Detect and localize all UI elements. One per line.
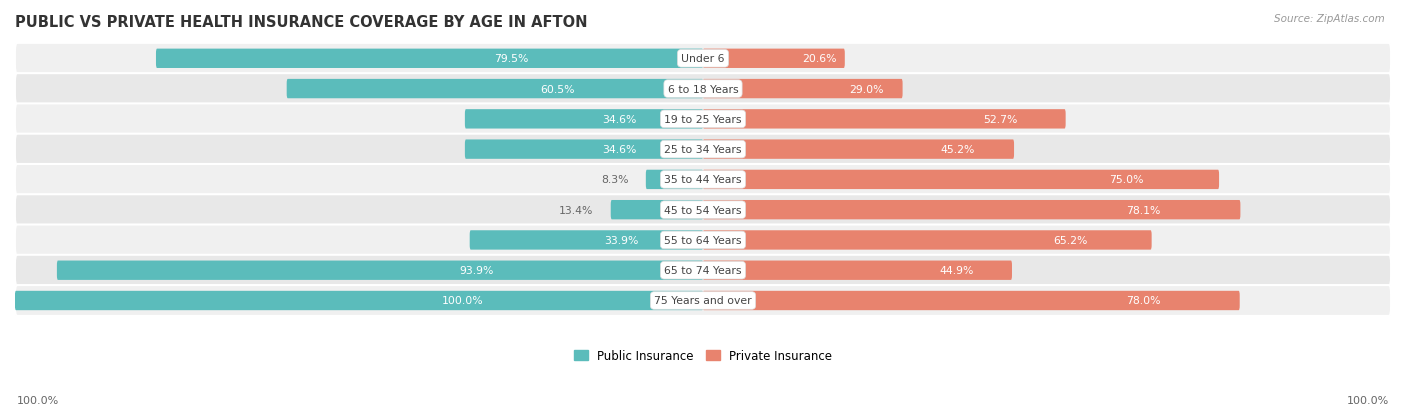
Text: 52.7%: 52.7% [983, 114, 1018, 125]
Text: 44.9%: 44.9% [939, 266, 973, 275]
FancyBboxPatch shape [465, 110, 703, 129]
FancyBboxPatch shape [15, 285, 1391, 316]
FancyBboxPatch shape [470, 231, 703, 250]
Text: 65.2%: 65.2% [1053, 235, 1088, 245]
Text: 60.5%: 60.5% [540, 84, 575, 94]
FancyBboxPatch shape [465, 140, 703, 159]
Text: 75 Years and over: 75 Years and over [654, 296, 752, 306]
FancyBboxPatch shape [703, 291, 1240, 311]
Text: 100.0%: 100.0% [1347, 395, 1389, 405]
FancyBboxPatch shape [15, 164, 1391, 195]
Text: 34.6%: 34.6% [603, 145, 637, 155]
Text: 55 to 64 Years: 55 to 64 Years [664, 235, 742, 245]
Text: 6 to 18 Years: 6 to 18 Years [668, 84, 738, 94]
FancyBboxPatch shape [56, 261, 703, 280]
FancyBboxPatch shape [703, 170, 1219, 190]
Text: Under 6: Under 6 [682, 54, 724, 64]
Text: 19 to 25 Years: 19 to 25 Years [664, 114, 742, 125]
FancyBboxPatch shape [15, 44, 1391, 75]
Text: 100.0%: 100.0% [17, 395, 59, 405]
Text: 25 to 34 Years: 25 to 34 Years [664, 145, 742, 155]
Text: 35 to 44 Years: 35 to 44 Years [664, 175, 742, 185]
FancyBboxPatch shape [703, 231, 1152, 250]
Text: 33.9%: 33.9% [605, 235, 638, 245]
FancyBboxPatch shape [156, 50, 703, 69]
Text: 13.4%: 13.4% [560, 205, 593, 215]
FancyBboxPatch shape [703, 50, 845, 69]
Text: 93.9%: 93.9% [460, 266, 494, 275]
Text: Source: ZipAtlas.com: Source: ZipAtlas.com [1274, 14, 1385, 24]
Text: 78.1%: 78.1% [1126, 205, 1161, 215]
FancyBboxPatch shape [645, 170, 703, 190]
Text: 29.0%: 29.0% [849, 84, 884, 94]
Text: 65 to 74 Years: 65 to 74 Years [664, 266, 742, 275]
FancyBboxPatch shape [15, 255, 1391, 286]
Text: 45 to 54 Years: 45 to 54 Years [664, 205, 742, 215]
FancyBboxPatch shape [703, 140, 1014, 159]
FancyBboxPatch shape [703, 110, 1066, 129]
Legend: Public Insurance, Private Insurance: Public Insurance, Private Insurance [569, 345, 837, 367]
FancyBboxPatch shape [703, 200, 1240, 220]
Text: 78.0%: 78.0% [1126, 296, 1160, 306]
FancyBboxPatch shape [610, 200, 703, 220]
Text: 8.3%: 8.3% [602, 175, 628, 185]
Text: 75.0%: 75.0% [1109, 175, 1143, 185]
Text: 20.6%: 20.6% [801, 54, 837, 64]
FancyBboxPatch shape [15, 74, 1391, 105]
FancyBboxPatch shape [15, 291, 703, 311]
Text: 34.6%: 34.6% [603, 114, 637, 125]
Text: 45.2%: 45.2% [941, 145, 976, 155]
FancyBboxPatch shape [15, 104, 1391, 135]
FancyBboxPatch shape [15, 134, 1391, 165]
FancyBboxPatch shape [287, 80, 703, 99]
FancyBboxPatch shape [703, 261, 1012, 280]
FancyBboxPatch shape [15, 225, 1391, 256]
FancyBboxPatch shape [703, 80, 903, 99]
Text: PUBLIC VS PRIVATE HEALTH INSURANCE COVERAGE BY AGE IN AFTON: PUBLIC VS PRIVATE HEALTH INSURANCE COVER… [15, 15, 588, 30]
FancyBboxPatch shape [15, 195, 1391, 225]
Text: 79.5%: 79.5% [495, 54, 529, 64]
Text: 100.0%: 100.0% [441, 296, 484, 306]
